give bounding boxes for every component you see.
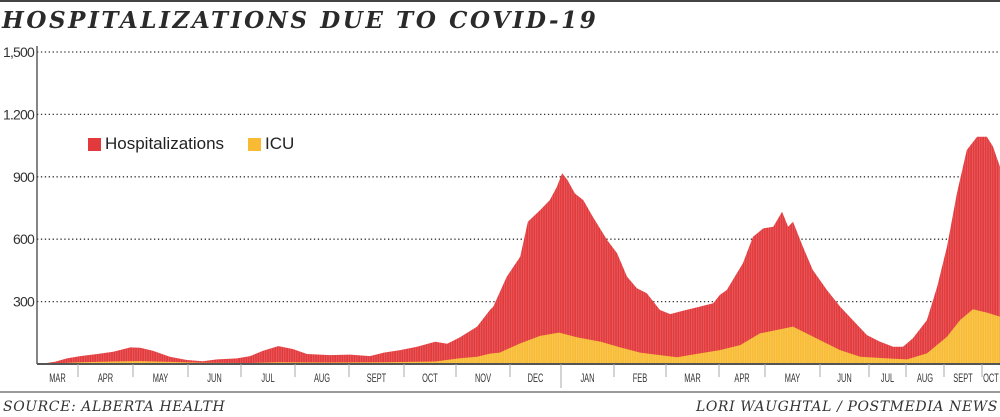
x-month-label: JUL — [881, 372, 895, 385]
credit-note: LORI WAUGHTAL / POSTMEDIA NEWS — [695, 399, 998, 415]
legend-item-icu: ICU — [248, 134, 294, 154]
x-month-label: APR — [98, 372, 113, 385]
legend-item-hospitalizations: Hospitalizations — [88, 134, 224, 154]
legend-label-icu: ICU — [265, 134, 295, 153]
x-month-label: JAN — [580, 372, 594, 385]
x-month-label: DEC — [528, 372, 544, 385]
y-tick-label: 1.200 — [3, 106, 35, 122]
y-tick-label: 1,500 — [3, 44, 35, 60]
legend-label-hospitalizations: Hospitalizations — [105, 134, 225, 153]
area-texture-hospitalizations — [39, 136, 1000, 364]
x-month-label: JUN — [837, 372, 851, 385]
x-month-label: SEPT — [367, 372, 386, 385]
top-rule — [0, 0, 1000, 2]
y-tick-label: 600 — [13, 231, 35, 247]
x-month-labels: MAR APR MAY JUN JUL AUG SEPT OCT NOV DEC JAN FEB MAR… — [49, 364, 999, 388]
y-tick-label: 900 — [13, 169, 35, 185]
x-month-label: SEPT — [953, 372, 972, 385]
x-month-label: MAR — [684, 372, 701, 385]
y-tick-labels: 300 600 900 1.200 1,500 — [3, 44, 36, 310]
x-month-label: MAY — [785, 372, 801, 385]
footer-rule — [0, 391, 1000, 393]
x-month-label: FEB — [633, 372, 648, 385]
x-month-label: MAY — [153, 372, 169, 385]
area-texture-icu — [39, 309, 1000, 364]
series-areas — [39, 136, 1000, 364]
x-month-label: JUN — [207, 372, 221, 385]
x-month-label: AUG — [314, 372, 330, 385]
x-month-label: AUG — [917, 372, 933, 385]
x-month-label: OCT — [983, 372, 999, 385]
y-tick-label: 300 — [13, 294, 35, 310]
chart-title: HOSPITALIZATIONS DUE TO COVID-19 — [2, 7, 599, 34]
source-note: SOURCE: ALBERTA HEALTH — [3, 399, 226, 415]
gridlines — [37, 51, 1000, 303]
axes — [36, 46, 1000, 365]
legend-swatch-icu — [248, 137, 261, 151]
x-month-label: APR — [734, 372, 749, 385]
x-month-label: OCT — [422, 372, 438, 385]
x-month-label: JUL — [261, 372, 275, 385]
x-month-label: NOV — [475, 372, 491, 385]
legend-swatch-hospitalizations — [88, 137, 101, 151]
x-month-label: MAR — [49, 372, 66, 385]
